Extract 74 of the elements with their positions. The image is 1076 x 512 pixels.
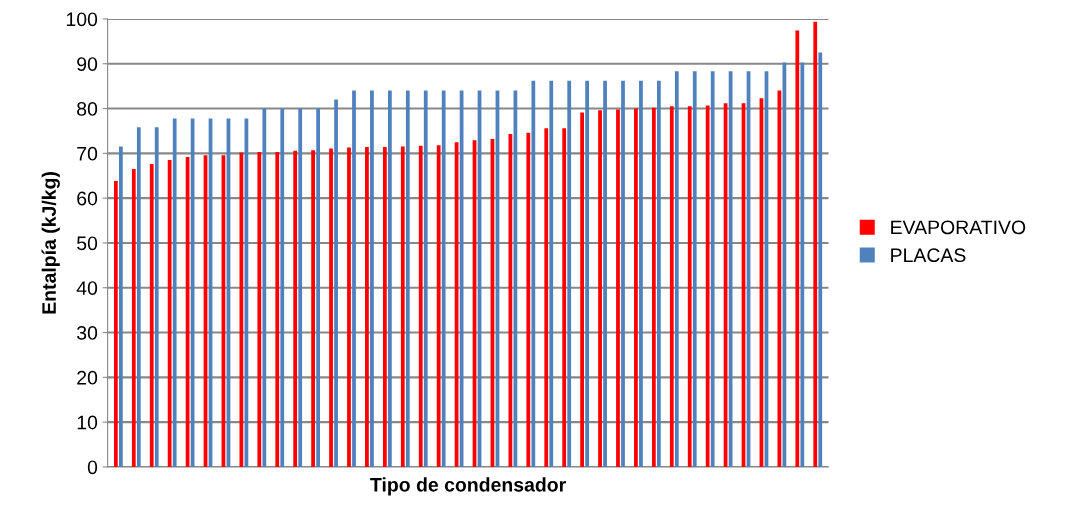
bar bbox=[136, 127, 141, 467]
bar bbox=[544, 128, 549, 467]
bar bbox=[562, 128, 567, 467]
y-tick-label: 100 bbox=[66, 12, 98, 27]
bar bbox=[387, 90, 392, 467]
bar bbox=[634, 108, 638, 467]
bar bbox=[172, 118, 177, 467]
y-tick-label: 20 bbox=[77, 370, 98, 385]
bar bbox=[149, 164, 154, 467]
bar bbox=[334, 99, 338, 467]
bar bbox=[800, 62, 805, 467]
bar bbox=[131, 169, 136, 467]
bar bbox=[293, 150, 298, 467]
bar bbox=[154, 127, 159, 467]
bar bbox=[167, 160, 172, 467]
bar bbox=[365, 147, 369, 467]
bar bbox=[621, 80, 625, 467]
bar bbox=[567, 80, 572, 467]
x-axis-title: Tipo de condensador bbox=[370, 477, 566, 496]
bar bbox=[656, 80, 661, 467]
y-tick-label: 30 bbox=[76, 326, 98, 340]
bar bbox=[705, 105, 710, 467]
bar bbox=[405, 90, 410, 467]
bar bbox=[352, 90, 356, 467]
bar bbox=[549, 80, 554, 467]
bar bbox=[531, 80, 536, 467]
legend-label: EVAPORATIVO bbox=[891, 220, 1026, 235]
bar bbox=[526, 132, 531, 467]
bar bbox=[262, 108, 267, 467]
bar bbox=[777, 90, 782, 467]
y-tick-label: 60 bbox=[77, 191, 98, 206]
bar bbox=[347, 147, 351, 467]
y-tick-label: 90 bbox=[77, 57, 98, 71]
y-tick-label: 70 bbox=[77, 146, 98, 161]
bar bbox=[818, 52, 823, 467]
bar bbox=[329, 148, 333, 467]
bar bbox=[436, 145, 441, 467]
bar bbox=[687, 106, 692, 467]
bar bbox=[316, 108, 321, 467]
y-tick-label: 0 bbox=[87, 460, 98, 475]
y-tick-label: 10 bbox=[77, 415, 98, 430]
bar bbox=[603, 80, 607, 467]
bar bbox=[598, 110, 602, 467]
bar bbox=[813, 21, 818, 467]
legend-label: PLACAS bbox=[891, 248, 966, 263]
bar bbox=[239, 152, 244, 467]
y-tick-label: 50 bbox=[77, 236, 98, 251]
bar bbox=[710, 71, 715, 467]
bar bbox=[280, 108, 285, 467]
bar bbox=[639, 80, 643, 467]
bar bbox=[400, 146, 405, 467]
bar bbox=[585, 80, 590, 467]
bar bbox=[508, 134, 513, 467]
bar bbox=[118, 146, 123, 467]
bar bbox=[795, 30, 800, 467]
bar bbox=[692, 71, 697, 467]
bar bbox=[580, 112, 584, 467]
bar bbox=[275, 152, 280, 467]
y-axis-title: Entalpía (kJ/kg) bbox=[41, 172, 60, 314]
bar bbox=[382, 147, 387, 467]
bar bbox=[257, 152, 262, 467]
bar bbox=[651, 107, 656, 467]
bar bbox=[423, 90, 428, 467]
bar bbox=[669, 106, 674, 467]
y-tick-label: 80 bbox=[77, 102, 98, 116]
bar bbox=[418, 145, 423, 467]
y-tick-label: 40 bbox=[76, 281, 98, 295]
bar bbox=[674, 71, 679, 467]
bar bbox=[441, 90, 446, 467]
bar bbox=[370, 90, 374, 467]
bar bbox=[616, 109, 620, 467]
bar bbox=[298, 108, 303, 467]
bar bbox=[113, 181, 118, 467]
bar bbox=[311, 150, 315, 467]
